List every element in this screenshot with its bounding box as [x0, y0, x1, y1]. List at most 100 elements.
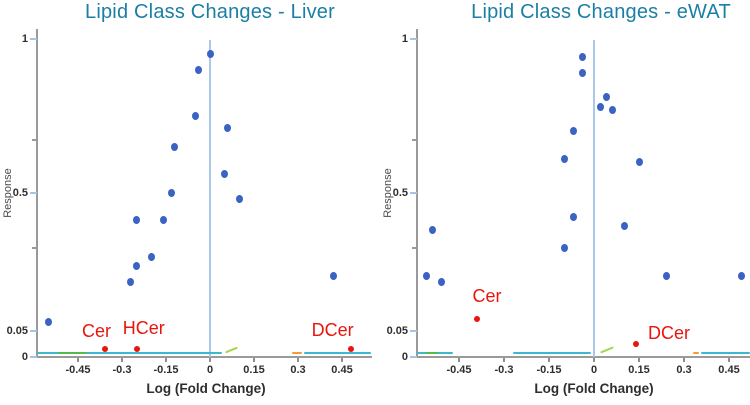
highlight-point [101, 346, 108, 353]
data-point [560, 244, 568, 252]
highlight-label: Cer [472, 285, 502, 306]
y-tick [410, 192, 417, 194]
data-point [191, 111, 199, 120]
highlight-point [474, 315, 480, 322]
y-minor-tick [32, 247, 37, 249]
highlight-point [347, 346, 354, 353]
x-tick [548, 358, 550, 362]
y-axis-line [36, 29, 38, 358]
y-tick-label: 0.5 [12, 187, 28, 199]
baseline-trace [37, 352, 222, 354]
y-tick-label: 0.05 [6, 325, 28, 337]
x-tick-label: 0.45 [331, 364, 353, 376]
chart-title: Lipid Class Changes - eWAT [471, 1, 731, 23]
baseline-trace [700, 352, 750, 354]
data-point [168, 188, 176, 197]
zero-reference-line [209, 40, 211, 357]
data-point [596, 102, 604, 111]
x-tick-label: -0.3 [112, 364, 132, 376]
baseline-trace [693, 352, 699, 354]
data-point [133, 216, 141, 225]
x-tick-label: -0.45 [65, 364, 91, 376]
y-minor-tick [412, 247, 417, 249]
y-minor-tick [412, 139, 417, 141]
baseline-trace [303, 352, 372, 354]
x-tick [341, 358, 343, 362]
data-point [127, 277, 135, 286]
y-tick-label: 0.05 [386, 325, 408, 337]
highlight-point [133, 346, 140, 353]
data-point [147, 253, 155, 262]
baseline-trace [424, 352, 438, 354]
y-tick [410, 356, 417, 358]
data-point [578, 68, 586, 77]
y-tick-label: 0 [401, 351, 408, 363]
x-tick [253, 358, 255, 362]
x-tick [458, 358, 460, 362]
baseline-trace [513, 352, 591, 354]
x-tick [638, 358, 640, 362]
data-point [737, 271, 745, 280]
x-tick-label: -0.15 [153, 364, 179, 376]
x-tick [209, 358, 211, 362]
data-point [235, 194, 243, 203]
data-point [45, 317, 53, 326]
y-tick [30, 38, 37, 40]
data-point [560, 154, 568, 163]
y-tick-label: 1 [21, 33, 28, 45]
x-tick [683, 358, 685, 362]
highlight-point [633, 341, 639, 347]
x-tick-label: 0.15 [628, 364, 650, 376]
data-point [194, 65, 202, 74]
x-tick [593, 358, 595, 362]
data-point [133, 262, 141, 271]
x-tick [165, 358, 167, 362]
x-tick [121, 358, 123, 362]
y-tick [30, 330, 37, 332]
data-point [329, 271, 337, 280]
data-point [620, 222, 628, 231]
x-tick-label: 0.15 [243, 364, 265, 376]
x-tick [77, 358, 79, 362]
y-tick-label: 1 [401, 33, 408, 45]
data-point [224, 124, 232, 133]
x-tick-label: -0.45 [446, 364, 472, 376]
data-point [569, 127, 577, 136]
x-tick [297, 358, 299, 362]
data-point [437, 277, 445, 286]
data-point [662, 271, 670, 280]
data-point [602, 93, 610, 102]
x-axis-line [36, 356, 372, 358]
data-point [422, 271, 430, 280]
x-tick-label: 0 [206, 364, 214, 376]
data-point [635, 157, 643, 166]
data-point [206, 50, 214, 59]
zero-reference-line [593, 40, 595, 357]
x-tick-label: 0.3 [676, 364, 692, 376]
baseline-trace [600, 346, 614, 354]
baseline-trace [57, 352, 87, 354]
baseline-trace [224, 346, 238, 354]
highlight-label: DCer [311, 320, 354, 341]
data-point [159, 216, 167, 225]
y-tick [410, 330, 417, 332]
data-point [428, 225, 436, 234]
data-point [578, 53, 586, 62]
y-tick-label: 0 [21, 351, 28, 363]
x-axis-line [416, 356, 750, 358]
data-point [569, 213, 577, 222]
x-tick [728, 358, 730, 362]
data-point [171, 142, 179, 151]
x-tick [503, 358, 505, 362]
highlight-label: DCer [647, 323, 691, 343]
chart-title: Lipid Class Changes - Liver [85, 1, 335, 23]
y-tick [30, 192, 37, 194]
x-tick-label: 0.3 [290, 364, 306, 376]
baseline-trace [292, 352, 303, 354]
data-point [221, 170, 229, 179]
x-axis-label: Log (Fold Change) [534, 381, 654, 396]
y-axis-line [416, 29, 418, 358]
